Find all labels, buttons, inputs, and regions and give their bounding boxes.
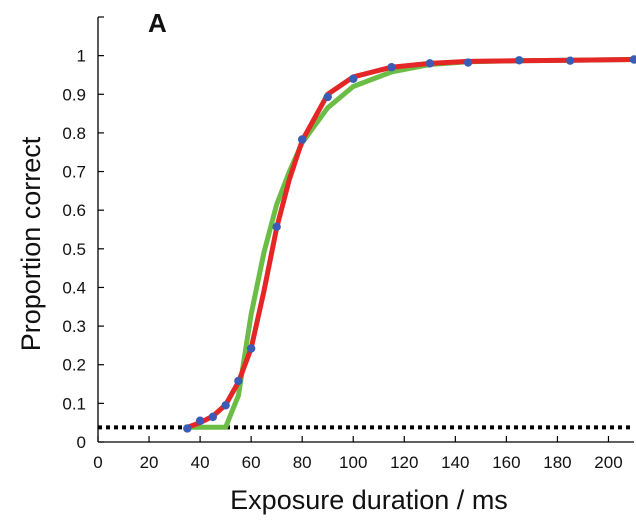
x-tick-label: 160 — [492, 453, 520, 472]
data-point — [208, 412, 218, 422]
y-axis-title: Proportion correct — [16, 136, 46, 351]
y-tick-label: 0.6 — [62, 201, 86, 220]
y-tick-label: 0.7 — [62, 163, 86, 182]
y-tick-label: 0.5 — [62, 240, 86, 259]
y-tick-label: 1 — [77, 47, 86, 66]
x-tick-label: 60 — [242, 453, 261, 472]
data-point — [387, 63, 396, 72]
x-axis-title: Exposure duration / ms — [230, 485, 508, 515]
green-fit-line — [184, 57, 636, 430]
y-tick-label: 0.1 — [62, 394, 86, 413]
y-tick-label: 0.4 — [62, 278, 86, 297]
data-point — [629, 55, 636, 64]
x-tick-label: 180 — [543, 453, 571, 472]
data-point — [272, 222, 281, 231]
x-tick-label: 40 — [191, 453, 210, 472]
y-tick-label: 0.2 — [62, 356, 86, 375]
data-point — [297, 135, 307, 144]
axes: 0 20 40 60 80 100 120 140 160 180 200 0 0.1 0.2 0.3 0.4… — [62, 16, 634, 472]
y-tick-label: 0.8 — [62, 124, 86, 143]
x-tick-label: 120 — [390, 453, 418, 472]
red-fit-line — [184, 57, 636, 430]
y-tick-label: 0.9 — [62, 85, 86, 104]
x-tick-label: 140 — [441, 453, 469, 472]
x-tick-label: 0 — [93, 453, 102, 472]
fit-lines — [184, 57, 636, 430]
data-point — [246, 344, 256, 353]
data-point — [349, 74, 358, 84]
y-tick-label: 0.3 — [62, 317, 86, 336]
x-tick-label: 100 — [339, 453, 367, 472]
data-point — [514, 56, 524, 65]
data-point — [463, 58, 473, 67]
x-tick-label: 200 — [594, 453, 622, 472]
data-point — [183, 424, 192, 433]
data-point — [565, 56, 575, 65]
data-points — [183, 55, 636, 433]
data-point — [195, 416, 205, 425]
data-point — [425, 59, 435, 68]
data-point — [323, 92, 332, 102]
x-tick-label: 20 — [140, 453, 159, 472]
x-tick-label: 80 — [293, 453, 312, 472]
data-point — [234, 376, 243, 386]
panel-label: A — [148, 8, 167, 38]
y-tick-label: 0 — [77, 433, 86, 452]
data-point — [221, 401, 230, 410]
